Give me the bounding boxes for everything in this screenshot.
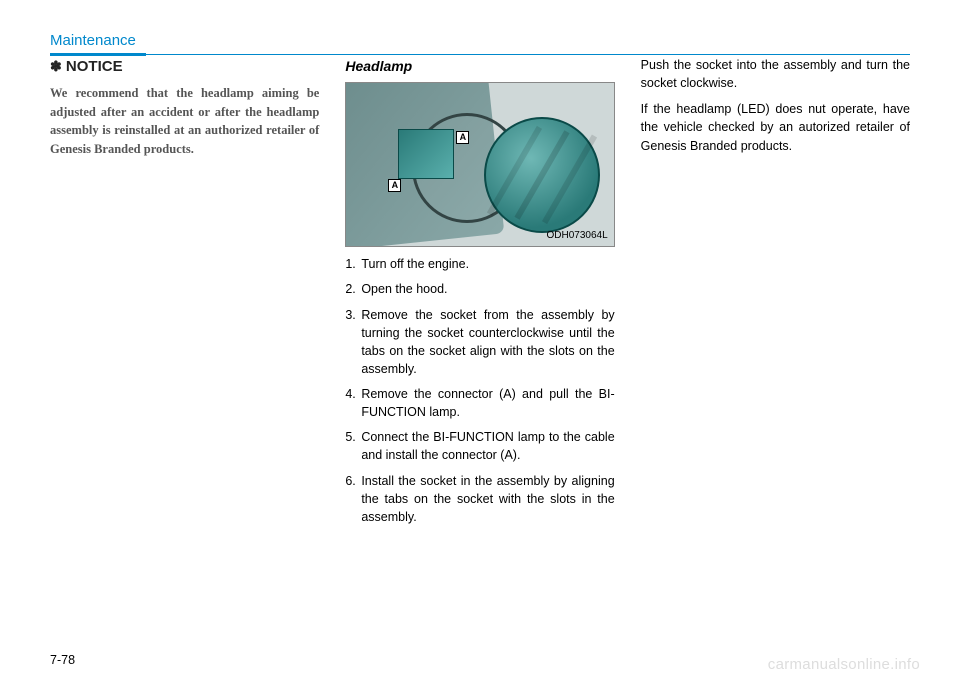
notice-heading: ✽ NOTICE xyxy=(50,56,319,78)
step-number: 4. xyxy=(345,385,361,421)
step-number: 5. xyxy=(345,428,361,464)
list-item: 1.Turn off the engine. xyxy=(345,255,614,273)
section-title: Maintenance xyxy=(50,32,910,53)
step-text: Install the socket in the assembly by al… xyxy=(361,472,614,526)
page-number: 7-78 xyxy=(50,653,75,667)
header-rule-thin xyxy=(146,54,910,55)
step-text: Turn off the engine. xyxy=(361,255,614,273)
step-number: 3. xyxy=(345,306,361,379)
page-header: Maintenance xyxy=(50,32,910,56)
step-text: Remove the socket from the assembly by t… xyxy=(361,306,614,379)
column-3: Push the socket into the assembly and tu… xyxy=(641,56,910,533)
step-text: Connect the BI-FUNCTION lamp to the cabl… xyxy=(361,428,614,464)
illus-cap xyxy=(484,117,600,233)
column-1: ✽ NOTICE We recommend that the headlamp … xyxy=(50,56,319,533)
list-item: 5.Connect the BI-FUNCTION lamp to the ca… xyxy=(345,428,614,464)
watermark: carmanualsonline.info xyxy=(768,656,920,673)
step-number: 6. xyxy=(345,472,361,526)
list-item: 2.Open the hood. xyxy=(345,280,614,298)
notice-star-icon: ✽ xyxy=(50,58,62,74)
headlamp-subheading: Headlamp xyxy=(345,56,614,76)
content-columns: ✽ NOTICE We recommend that the headlamp … xyxy=(50,56,910,533)
illus-module xyxy=(398,129,454,179)
notice-body: We recommend that the headlamp aiming be… xyxy=(50,84,319,159)
notice-label: NOTICE xyxy=(66,58,123,75)
step-text: Open the hood. xyxy=(361,280,614,298)
headlamp-figure: A A ODH073064L xyxy=(345,82,614,247)
manual-page: Maintenance ✽ NOTICE We recommend that t… xyxy=(0,0,960,689)
step-text: Remove the connector (A) and pull the BI… xyxy=(361,385,614,421)
list-item: 4.Remove the connector (A) and pull the … xyxy=(345,385,614,421)
list-item: 6.Install the socket in the assembly by … xyxy=(345,472,614,526)
callout-marker-a2: A xyxy=(456,131,469,144)
step-number: 2. xyxy=(345,280,361,298)
step-number: 1. xyxy=(345,255,361,273)
column-2: Headlamp A A ODH073064L 1.Turn off the e… xyxy=(345,56,614,533)
callout-marker-a1: A xyxy=(388,179,401,192)
paragraph: If the headlamp (LED) does nut operate, … xyxy=(641,100,910,154)
list-item: 3.Remove the socket from the assembly by… xyxy=(345,306,614,379)
paragraph: Push the socket into the assembly and tu… xyxy=(641,56,910,92)
figure-code: ODH073064L xyxy=(547,229,608,244)
instruction-list: 1.Turn off the engine. 2.Open the hood. … xyxy=(345,255,614,526)
